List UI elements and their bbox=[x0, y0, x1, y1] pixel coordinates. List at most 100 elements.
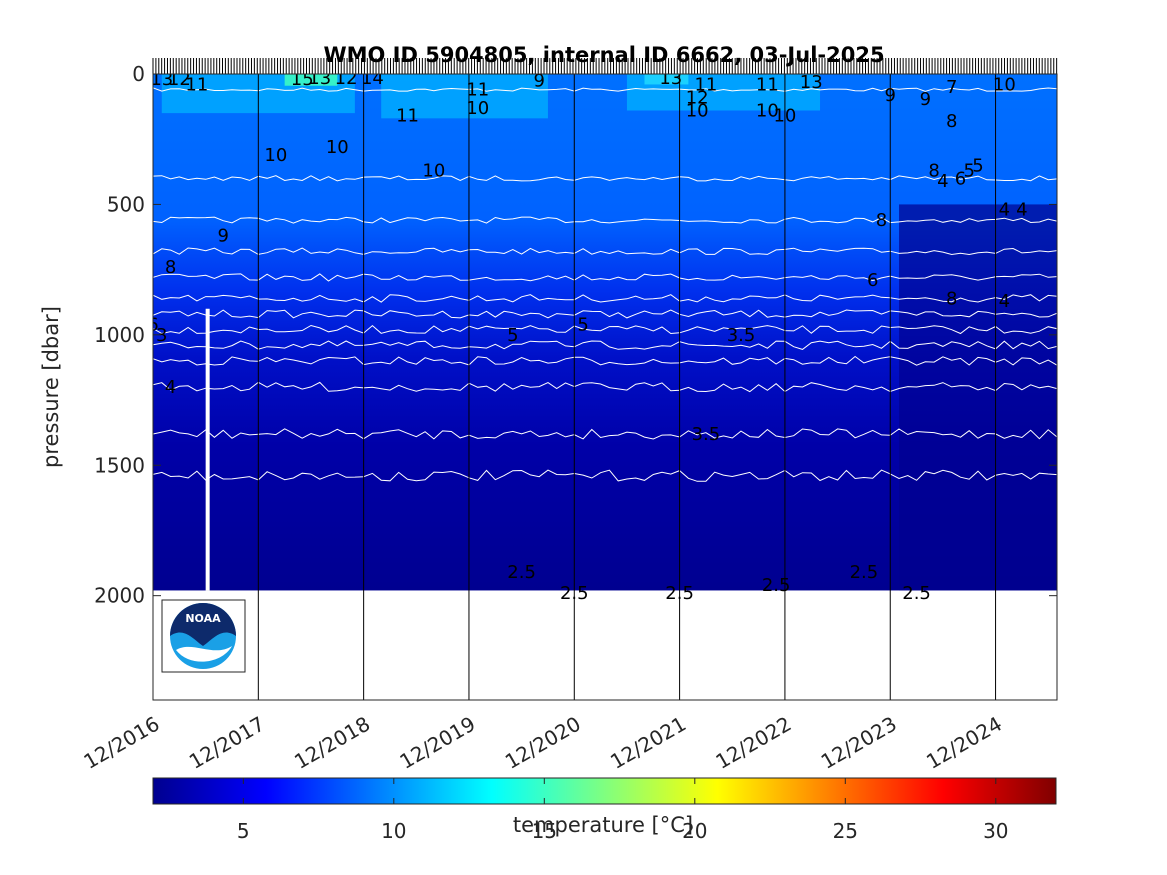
isotherm-line bbox=[153, 216, 1057, 224]
isotherm-line bbox=[153, 340, 1057, 350]
contour-label: 11 bbox=[756, 74, 779, 95]
contour-label: 5 bbox=[577, 314, 588, 335]
colorbar-tick-label: 25 bbox=[833, 819, 858, 843]
temperature-field bbox=[153, 74, 1057, 591]
contour-label: 8 bbox=[876, 210, 887, 231]
y-axis: 0 500 1000 1500 2000 bbox=[94, 62, 1057, 608]
contour-label: 9 bbox=[885, 85, 896, 106]
contour-label: 10 bbox=[264, 145, 287, 166]
contour-label: 6 bbox=[147, 314, 158, 335]
contour-label: 5 bbox=[972, 155, 983, 176]
contour-label: 3.5 bbox=[692, 424, 721, 445]
colorbar-tick-label: 5 bbox=[237, 819, 250, 843]
profile-tick-marks bbox=[152, 58, 1058, 74]
x-tick-label: 12/2023 bbox=[817, 712, 901, 774]
y-tick-label: 500 bbox=[107, 192, 145, 216]
isotherm-line bbox=[153, 324, 1057, 335]
colorbar-ticks: 5 10 15 20 25 30 bbox=[237, 778, 1009, 843]
contour-label: 5 bbox=[507, 325, 518, 346]
colorbar-tick-label: 15 bbox=[532, 819, 557, 843]
contour-label: 8 bbox=[946, 111, 957, 132]
contour-label: 2.5 bbox=[507, 562, 536, 583]
contour-label: 6 bbox=[955, 168, 966, 189]
contour-label: 12 bbox=[686, 87, 709, 108]
contour-label: 2.5 bbox=[665, 583, 694, 604]
isotherm-line bbox=[153, 469, 1057, 482]
y-axis-label: pressure [dbar] bbox=[39, 306, 63, 468]
contour-label: 4 bbox=[999, 291, 1010, 312]
contour-label: 10 bbox=[686, 101, 709, 122]
x-tick-label: 12/2020 bbox=[501, 712, 585, 774]
x-axis: 12/2016 12/2017 12/2018 12/2019 12/2020 12/20… bbox=[80, 712, 1007, 774]
contour-label: 11 bbox=[466, 80, 489, 101]
x-tick-label: 12/2022 bbox=[711, 712, 795, 774]
warm-surface-patch bbox=[284, 74, 338, 86]
contour-label: 5 bbox=[964, 161, 975, 182]
contour-label: 9 bbox=[920, 89, 931, 110]
colorbar-tick-label: 30 bbox=[983, 819, 1008, 843]
contour-label: 13 bbox=[150, 69, 173, 90]
x-tick-label: 12/2018 bbox=[290, 712, 374, 774]
contour-label: 11 bbox=[396, 106, 419, 127]
colorbar: 5 10 15 20 25 30 temperature [°C] bbox=[152, 777, 1057, 843]
y-tick-label: 0 bbox=[132, 62, 145, 86]
contour-label: 4 bbox=[937, 171, 948, 192]
colorbar-tick-label: 20 bbox=[682, 819, 707, 843]
deep-anomaly-region bbox=[899, 204, 1057, 591]
x-tick-label: 12/2016 bbox=[80, 712, 164, 774]
colorbar-label: temperature [°C] bbox=[513, 813, 693, 837]
contour-label: 10 bbox=[326, 137, 349, 158]
warm-surface-patch bbox=[644, 74, 689, 85]
contour-label: 8 bbox=[928, 161, 939, 182]
contour-label: 3 bbox=[156, 325, 167, 346]
contour-label: 10 bbox=[756, 101, 779, 122]
warm-surface-patch bbox=[381, 74, 548, 119]
isotherm-line bbox=[153, 355, 1057, 366]
isotherm-line bbox=[153, 309, 1057, 319]
contour-label: 12 bbox=[335, 68, 358, 89]
contour-label: 15 bbox=[291, 69, 314, 90]
colorbar-gradient bbox=[152, 777, 1057, 805]
x-tick-label: 12/2017 bbox=[185, 712, 269, 774]
contour-label: 10 bbox=[993, 74, 1016, 95]
contour-label: 3.5 bbox=[727, 325, 756, 346]
isotherm-line bbox=[153, 273, 1057, 282]
contour-label: 9 bbox=[217, 226, 228, 247]
missing-data-gap bbox=[205, 308, 210, 591]
contour-label: 8 bbox=[946, 288, 957, 309]
contour-label: 9 bbox=[533, 71, 544, 92]
contour-label: 2.5 bbox=[850, 562, 879, 583]
isotherm-line bbox=[153, 428, 1057, 440]
year-divider-lines bbox=[153, 74, 997, 700]
isotherm-line bbox=[153, 87, 1057, 92]
contour-label: 10 bbox=[773, 106, 796, 127]
isotherm-contours bbox=[153, 87, 1057, 482]
contour-label: 4 bbox=[165, 377, 176, 398]
contour-label: 11 bbox=[185, 74, 208, 95]
contour-label: 7 bbox=[946, 77, 957, 98]
contour-label: 13 bbox=[800, 72, 823, 93]
plot-frame bbox=[152, 73, 1058, 701]
contour-label: 2.5 bbox=[762, 575, 791, 596]
chart-title: WMO ID 5904805, internal ID 6662, 03-Jul… bbox=[323, 43, 884, 67]
contour-label: 11 bbox=[694, 74, 717, 95]
contour-label: 4 bbox=[1016, 200, 1027, 221]
y-tick-label: 1000 bbox=[94, 323, 145, 347]
isotherm-line bbox=[153, 175, 1057, 182]
contour-label: 6 bbox=[867, 270, 878, 291]
isotherm-line bbox=[153, 294, 1057, 303]
isotherm-line bbox=[153, 247, 1057, 256]
contour-label: 8 bbox=[165, 257, 176, 278]
contour-label: 4 bbox=[999, 200, 1010, 221]
y-tick-label: 1500 bbox=[94, 453, 145, 477]
noaa-logo-text: NOAA bbox=[185, 612, 221, 625]
contour-label: 2.5 bbox=[902, 583, 931, 604]
isotherm-line bbox=[153, 381, 1057, 393]
contour-label: 13 bbox=[659, 68, 682, 89]
noaa-logo: NOAA bbox=[161, 599, 246, 673]
contour-label: 10 bbox=[422, 161, 445, 182]
contour-label: 13 bbox=[308, 68, 331, 89]
